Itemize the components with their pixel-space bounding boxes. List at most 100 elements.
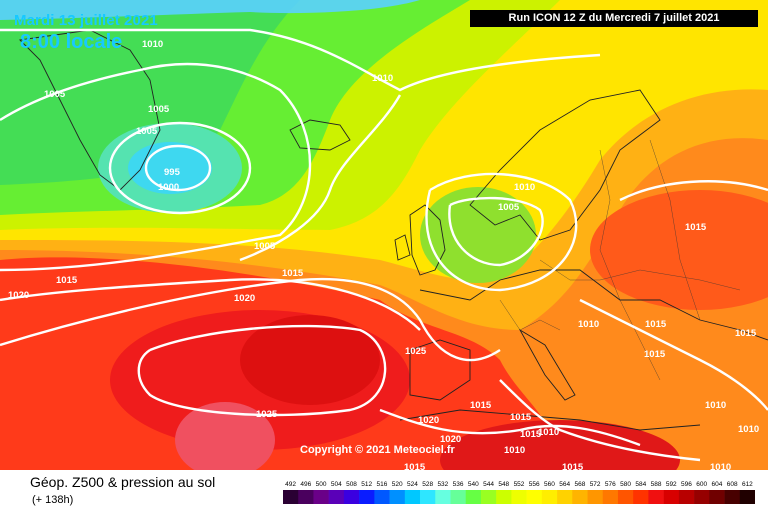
scale-swatch <box>602 490 619 504</box>
scale-swatch <box>572 490 588 504</box>
scale-swatch <box>359 490 375 504</box>
scale-swatch <box>648 490 664 504</box>
scale-swatch <box>694 490 710 504</box>
legend-title: Géop. Z500 & pression au sol <box>30 474 216 490</box>
scale-label: 524 <box>407 481 418 488</box>
pressure-label: 1025 <box>405 346 427 357</box>
scale-swatch <box>678 490 695 504</box>
pressure-label: 1005 <box>498 202 520 213</box>
scale-label: 608 <box>727 481 738 488</box>
scale-label: 528 <box>422 481 433 488</box>
pressure-label: 1010 <box>705 400 726 411</box>
scale-swatch <box>343 490 360 504</box>
scale-label: 492 <box>285 481 296 488</box>
scale-label: 596 <box>681 481 692 488</box>
isobar-1015-east <box>619 180 768 202</box>
pressure-label: 995 <box>164 167 181 178</box>
scale-label: 512 <box>361 481 372 488</box>
scale-label: 592 <box>666 481 677 488</box>
field-green-west <box>0 0 300 185</box>
scale-label: 612 <box>742 481 753 488</box>
pressure-label: 1005 <box>136 126 158 137</box>
isobar-1005-north-sea <box>448 196 544 267</box>
pressure-label: 1015 <box>645 319 667 330</box>
scale-label: 568 <box>574 481 585 488</box>
pressure-label: 1010 <box>578 319 599 330</box>
isobar-1010-mid <box>239 94 402 262</box>
pressure-label: 1010 <box>738 424 759 435</box>
pressure-label: 1005 <box>44 89 66 100</box>
north-africa-coast <box>399 409 701 431</box>
scale-swatch <box>526 490 543 504</box>
scale-label: 504 <box>331 481 342 488</box>
pressure-label: 1015 <box>735 328 757 339</box>
pressure-label: 1025 <box>256 409 278 420</box>
isobar-1020 <box>0 278 421 331</box>
scale-swatch <box>450 490 467 504</box>
copyright-text: Copyright © 2021 Meteociel.fr <box>300 444 455 456</box>
pressure-label: 1005 <box>148 104 170 115</box>
borders <box>499 139 741 381</box>
field-low-inner <box>128 142 212 194</box>
isobar-1020-south <box>379 408 641 447</box>
scale-swatch <box>663 490 680 504</box>
pressure-label: 1015 <box>685 222 707 233</box>
scale-label: 520 <box>392 481 403 488</box>
scale-label: 496 <box>300 481 311 488</box>
scale-label: 604 <box>712 481 723 488</box>
scale-label: 552 <box>514 481 525 488</box>
pressure-label-layer: 1010 1005 995 1000 1005 1005 1010 1010 1… <box>8 39 759 470</box>
pressure-label: 1020 <box>440 434 461 445</box>
scale-swatch <box>557 490 573 504</box>
scale-swatch <box>313 490 329 504</box>
scale-swatch <box>541 490 558 504</box>
scale-swatch <box>404 490 421 504</box>
iberia-coast <box>409 339 471 401</box>
forecast-local-time: 8:00 locale <box>20 31 123 53</box>
scale-label: 536 <box>453 481 464 488</box>
pressure-label: 1010 <box>504 445 525 456</box>
isobars <box>0 28 768 462</box>
scale-label: 508 <box>346 481 357 488</box>
scale-label: 500 <box>316 481 327 488</box>
model-run-info: Run ICON 12 Z du Mercredi 7 juillet 2021 <box>470 10 758 27</box>
pressure-label: 1015 <box>562 462 584 470</box>
pressure-label: 1020 <box>234 293 255 304</box>
scale-label: 564 <box>559 481 570 488</box>
scale-swatch <box>617 490 634 504</box>
field-south-pink <box>175 402 275 470</box>
scale-label: 532 <box>437 481 448 488</box>
pressure-label: 1010 <box>538 427 559 438</box>
pressure-label: 1010 <box>372 73 393 84</box>
isobar-1015-med <box>499 379 701 462</box>
scale-label: 576 <box>605 481 616 488</box>
pressure-label: 1015 <box>520 429 542 440</box>
isobar-995 <box>144 144 212 192</box>
isobar-1005-west <box>0 62 312 272</box>
pressure-label: 1000 <box>158 182 179 193</box>
scale-swatch <box>709 490 725 504</box>
isobar-1000 <box>108 121 252 215</box>
iceland-coast <box>289 119 351 151</box>
scale-swatch <box>283 490 299 504</box>
scale-label: 588 <box>651 481 662 488</box>
scale-swatch <box>511 490 527 504</box>
scale-label: 600 <box>696 481 707 488</box>
scale-label: 580 <box>620 481 631 488</box>
scale-swatch <box>587 490 604 504</box>
scale-label: 544 <box>483 481 494 488</box>
scale-label: 560 <box>544 481 555 488</box>
field-east-red <box>590 190 768 310</box>
pressure-label: 1010 <box>710 462 731 470</box>
scale-label: 572 <box>590 481 601 488</box>
pressure-label: 1005 <box>254 241 276 252</box>
scale-swatch <box>496 490 512 504</box>
pressure-label: 1015 <box>470 400 492 411</box>
pressure-label: 1015 <box>282 268 304 279</box>
scale-swatch <box>374 490 390 504</box>
weather-map: 1010 1005 995 1000 1005 1005 1010 1010 1… <box>0 0 768 470</box>
scale-swatch <box>739 490 755 504</box>
isobar-1025-high <box>137 324 387 417</box>
pressure-label: 1015 <box>510 412 532 423</box>
scale-label: 556 <box>529 481 540 488</box>
